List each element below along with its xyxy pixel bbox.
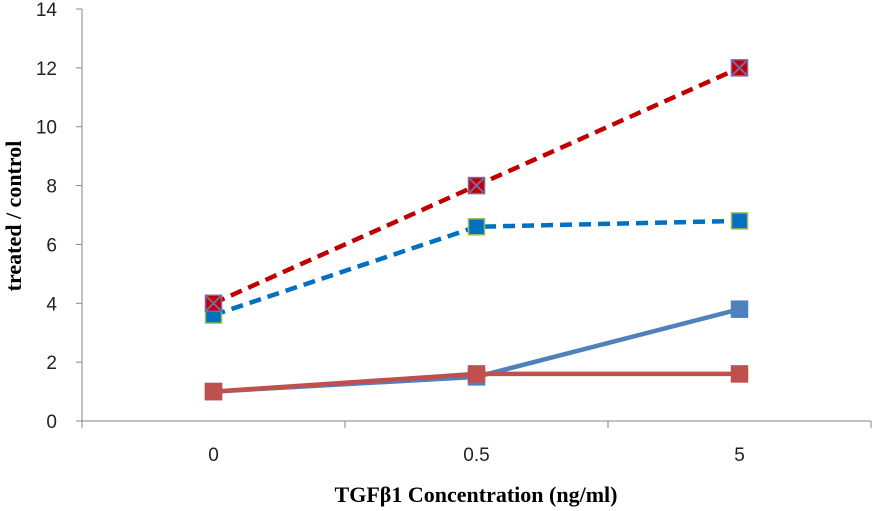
series-4-point-cross [205, 295, 222, 311]
series-4 [204, 59, 749, 313]
series-3-point [730, 212, 749, 230]
series-2-point [467, 365, 486, 383]
y-tick-label: 6 [46, 235, 57, 256]
series-4-point-cross [468, 177, 485, 194]
x-tick-label: 5 [734, 445, 745, 466]
series-1-point [730, 300, 749, 318]
y-axis-title: treated / control [1, 141, 26, 292]
y-tick-label: 4 [46, 294, 57, 315]
x-tick-label: 0 [208, 445, 219, 466]
y-tick-label: 8 [46, 177, 57, 198]
series-2-point [730, 365, 749, 383]
y-axis: 0 2 4 6 8 10 12 14 [36, 0, 83, 433]
x-tick-label: 0.5 [463, 445, 489, 466]
series-layer [204, 59, 749, 401]
y-tick-label: 14 [36, 0, 58, 21]
x-axis-title: TGFβ1 Concentration (ng/ml) [335, 482, 618, 507]
x-axis: 0 0.5 5 [81, 420, 872, 466]
y-tick-label: 0 [46, 412, 57, 433]
series-3 [204, 212, 749, 324]
series-2-point [204, 382, 223, 401]
series-2 [204, 365, 749, 401]
series-4-point-cross [731, 60, 748, 76]
y-tick-label: 10 [36, 118, 57, 139]
y-tick-label: 2 [46, 353, 57, 374]
series-3-point [467, 218, 486, 236]
y-tick-label: 12 [36, 59, 57, 80]
